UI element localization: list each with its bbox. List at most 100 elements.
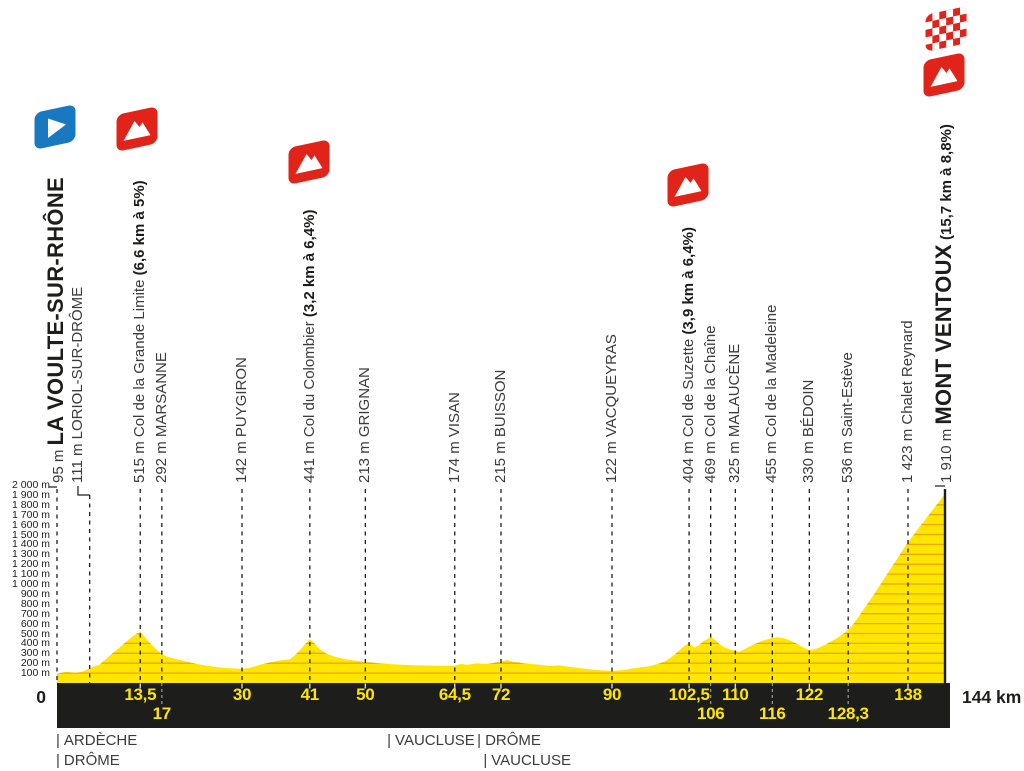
waypoint-label: 1 910 m MONT VENTOUX (15,7 km à 8,8%) (930, 124, 956, 483)
waypoint-name: Col du Colombier (300, 321, 318, 438)
elevation-tick-label: 100 m (20, 667, 50, 680)
km-marker: 122 (795, 685, 824, 704)
distance-band (57, 683, 950, 728)
km-marker: 102,5 (668, 685, 710, 704)
waypoint-elevation: 325 m (726, 437, 744, 483)
elevation-tick-label: 2 000 m (12, 479, 50, 491)
climb-badge-icon (665, 159, 711, 211)
waypoint-name: BÉDOIN (800, 379, 818, 438)
waypoint-label: 441 m Col du Colombier (3,2 km à 6,4%) (300, 209, 319, 483)
waypoint-label: 111 m LORIOL-SUR-DRÔME (69, 286, 87, 483)
waypoint-elevation: 1 910 m (937, 424, 955, 483)
km-marker: 50 (356, 685, 375, 704)
waypoint-label: 142 m PUYGIRON (233, 357, 251, 483)
waypoint-elevation: 111 m (69, 439, 86, 483)
km-marker: 110 (722, 685, 749, 704)
waypoint-label: 292 m MARSANNE (152, 352, 171, 483)
department-boundary-mark: | (387, 732, 392, 749)
elevation-tick-label: 1 800 m (12, 498, 50, 511)
waypoint-name: VACQUEYRAS (603, 334, 620, 438)
department-label: | DRÔME (56, 752, 120, 769)
department-label: | VAUCLUSE (483, 752, 571, 769)
climb-stats: (3,9 km à 6,4%) (680, 227, 698, 339)
km-marker: 41 (300, 685, 320, 704)
climb-badge-icon (921, 49, 967, 101)
waypoint-label: 330 m BÉDOIN (800, 379, 818, 483)
department-name: DRÔME (63, 752, 120, 769)
waypoint-elevation: 515 m (131, 437, 149, 483)
km-marker: 128,3 (827, 704, 869, 723)
waypoint-label: 536 m Saint-Estève (839, 352, 857, 483)
km-marker: 17 (152, 704, 172, 723)
elevation-tick-label: 1 400 m (12, 538, 50, 551)
waypoint-elevation: 330 m (800, 437, 818, 483)
waypoint-name: Saint-Estève (839, 352, 857, 438)
elevation-tick-label: 1 100 m (12, 568, 50, 581)
elevation-tick-label: 600 m (20, 617, 50, 630)
waypoint-name: BUISSON (492, 369, 509, 438)
elevation-tick-label: 1 000 m (12, 578, 50, 590)
start-flag-icon (32, 101, 78, 153)
waypoint-name: Col de la Chaîne (701, 325, 719, 438)
waypoint-elevation: 404 m (680, 437, 698, 483)
waypoint-label: 469 m Col de la Chaîne (701, 325, 720, 483)
waypoint-elevation: 95 m (49, 445, 67, 483)
waypoint-elevation: 142 m (233, 437, 250, 483)
label-elbow-connector (77, 486, 90, 496)
waypoint-name: MONT VENTOUX (930, 244, 956, 425)
climb-stats: (3,2 km à 6,4%) (300, 209, 318, 322)
waypoint-name: VISAN (445, 392, 463, 438)
km-marker: 90 (602, 685, 622, 704)
waypoint-label: 404 m Col de Suzette (3,9 km à 6,4%) (680, 227, 698, 483)
department-label: | ARDÈCHE (56, 732, 137, 749)
waypoint-label: 95 m LA VOULTE-SUR-RHÔNE (42, 177, 68, 483)
waypoint-name: MALAUCÈNE (726, 343, 744, 438)
department-name: VAUCLUSE (395, 732, 475, 749)
waypoint-name: LORIOL-SUR-DRÔME (69, 286, 86, 440)
elevation-tick-label: 300 m (20, 647, 50, 660)
waypoint-elevation: 1 423 m (899, 424, 916, 483)
km-marker: 106 (696, 704, 725, 723)
elevation-tick-label: 1 700 m (12, 508, 50, 521)
climb-badge-icon (114, 103, 160, 155)
elevation-tick-label: 200 m (20, 657, 50, 670)
department-label: | VAUCLUSE (387, 732, 475, 749)
elevation-tick-label: 1 200 m (12, 558, 50, 571)
waypoint-elevation: 455 m (763, 437, 781, 483)
waypoint-label: 122 m VACQUEYRAS (603, 334, 621, 483)
waypoint-name: PUYGIRON (233, 357, 250, 438)
elevation-tick-label: 800 m (20, 597, 50, 610)
elevation-tick-label: 1 300 m (12, 548, 50, 561)
climb-stats: (15,7 km à 8,8%) (937, 124, 955, 245)
department-boundary-mark: | (56, 752, 60, 769)
elevation-tick-label: 700 m (20, 607, 50, 620)
elevation-tick-label: 400 m (20, 637, 50, 650)
waypoint-elevation: 469 m (701, 437, 719, 483)
waypoint-label: 325 m MALAUCÈNE (726, 343, 744, 483)
waypoint-label: 174 m VISAN (445, 392, 464, 483)
waypoint-label: 213 m GRIGNAN (356, 367, 374, 483)
waypoint-name: Chalet Reynard (899, 320, 916, 425)
waypoint-elevation: 441 m (300, 437, 318, 483)
km-marker: 72 (491, 685, 511, 704)
km-start-label: 0 (36, 687, 46, 707)
km-marker: 30 (232, 685, 252, 704)
finish-flag-icon (923, 3, 969, 55)
waypoint-label: 1 423 m Chalet Reynard (899, 320, 917, 483)
department-label: | DRÔME (477, 732, 541, 749)
waypoint-elevation: 536 m (839, 437, 857, 483)
km-marker: 116 (759, 704, 786, 723)
waypoint-elevation: 213 m (356, 437, 374, 483)
elevation-tick-label: 1 500 m (12, 528, 50, 541)
waypoint-name: LA VOULTE-SUR-RHÔNE (42, 177, 68, 446)
department-boundary-mark: | (483, 752, 488, 769)
waypoint-label: 215 m BUISSON (492, 369, 510, 483)
waypoint-name: Col de la Grande Limite (131, 279, 149, 438)
elevation-tick-label: 1 600 m (12, 518, 50, 531)
waypoint-label: 455 m Col de la Madeleine (763, 305, 781, 483)
waypoint-name: MARSANNE (152, 352, 170, 438)
department-name: VAUCLUSE (491, 752, 571, 769)
waypoint-elevation: 122 m (603, 437, 620, 483)
